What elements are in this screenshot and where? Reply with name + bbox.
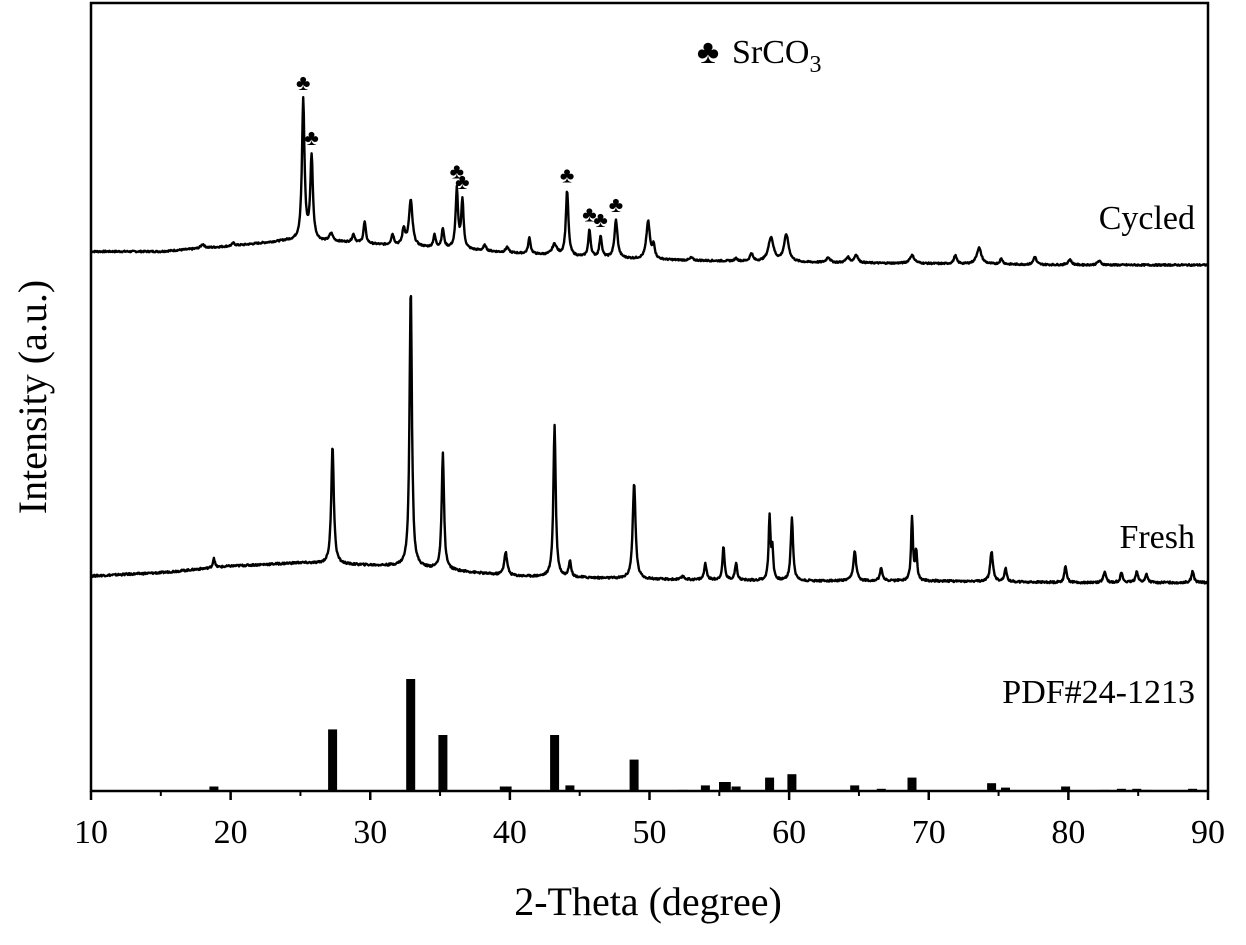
srco3-marker-icon: ♣ [296, 70, 310, 95]
reference-label: PDF#24-1213 [1002, 674, 1195, 711]
series-line-cycled [90, 96, 1209, 267]
srco3-marker-icon: ♣ [455, 169, 469, 194]
plot-frame [89, 1, 1210, 793]
x-tick-label: 50 [633, 814, 667, 851]
curves-layer [90, 96, 1210, 585]
reference-stick [731, 786, 741, 791]
reference-stick [438, 735, 448, 791]
reference-stick [721, 782, 731, 791]
legend-label: SrCO3 [732, 34, 821, 78]
x-tick-label: 60 [772, 814, 806, 851]
reference-stick [629, 759, 639, 791]
x-tick-label: 20 [214, 814, 248, 851]
legend-label-main: SrCO [732, 34, 809, 71]
srco3-marker-icon: ♣ [450, 158, 464, 183]
srco3-marker-icon: ♣ [582, 201, 596, 226]
reference-stick [1001, 787, 1010, 791]
x-axis: 10 20 30 40 50 60 70 80 90 [74, 791, 1225, 851]
reference-stick [987, 783, 997, 791]
reference-stick [1100, 789, 1110, 791]
x-tick-label: 30 [353, 814, 387, 851]
reference-stick [209, 786, 219, 791]
reference-stick [678, 789, 688, 791]
x-tick-label: 10 [74, 814, 108, 851]
reference-stick [700, 785, 710, 791]
reference-stick [850, 785, 860, 791]
series-label-cycled: Cycled [1099, 200, 1195, 237]
reference-stick [328, 729, 338, 791]
y-axis-title: Intensity (a.u.) [10, 280, 55, 514]
x-axis-title: 2-Theta (degree) [514, 879, 782, 924]
srco3-marker-icon: ♣ [593, 207, 607, 232]
x-tick-label: 80 [1051, 814, 1085, 851]
series-line-fresh [90, 294, 1210, 585]
reference-stick [1132, 788, 1142, 791]
reference-stick [1116, 788, 1126, 791]
srco3-marker-icon: ♣ [609, 192, 623, 217]
reference-stick [565, 785, 575, 791]
reference-sticks-layer [209, 679, 1198, 791]
reference-stick [1188, 788, 1198, 791]
reference-stick [1142, 789, 1152, 791]
reference-stick [907, 777, 917, 791]
reference-stick [876, 788, 886, 791]
x-tick-label: 40 [493, 814, 527, 851]
srco3-marker-icon: ♣ [304, 125, 318, 150]
legend-club-icon: ♣ [697, 34, 719, 71]
legend: ♣ SrCO3 [697, 34, 822, 78]
reference-stick [550, 735, 560, 791]
x-tick-label: 90 [1191, 814, 1225, 851]
srco3-marker-icon: ♣ [560, 163, 574, 188]
legend-label-subscript: 3 [809, 52, 821, 78]
reference-stick [765, 777, 775, 791]
x-tick-label: 70 [912, 814, 946, 851]
reference-stick [406, 679, 416, 791]
series-label-fresh: Fresh [1119, 519, 1195, 556]
reference-stick [502, 786, 512, 791]
reference-stick [1061, 786, 1071, 791]
srco3-markers-layer: ♣♣♣♣ ♣♣♣♣ [296, 70, 623, 232]
reference-stick [787, 774, 797, 791]
